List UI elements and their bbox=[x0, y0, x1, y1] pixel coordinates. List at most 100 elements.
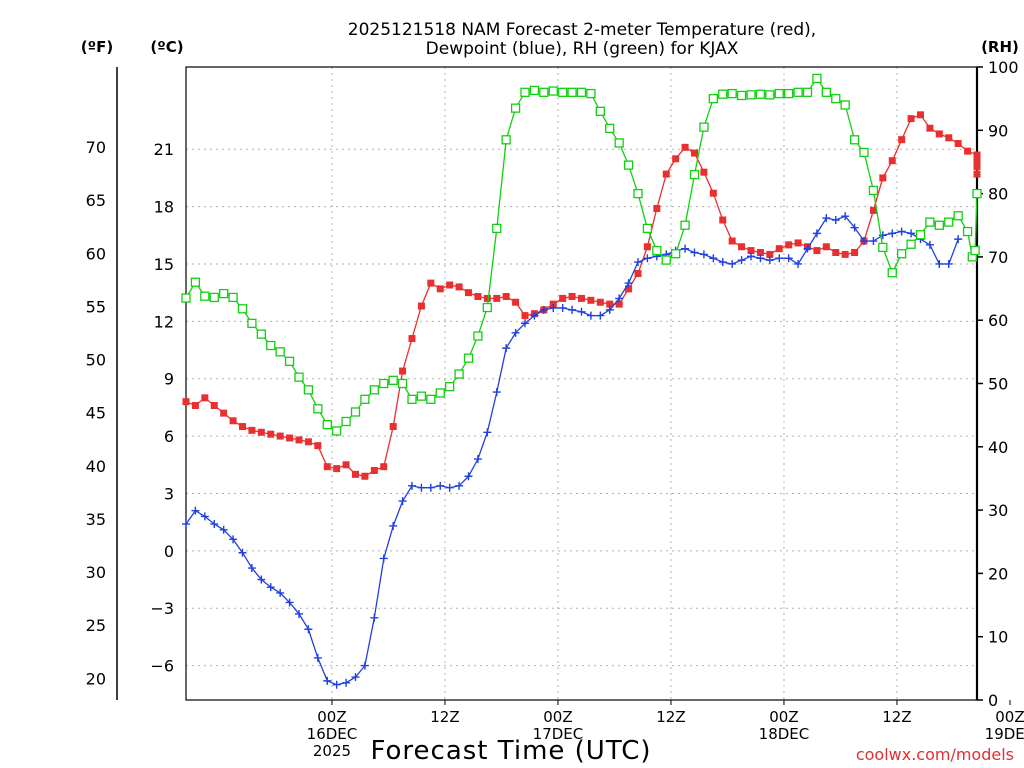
dewpoint-point bbox=[549, 303, 558, 312]
rh-point bbox=[322, 419, 332, 430]
rh-point bbox=[614, 138, 624, 148]
x-tick-label: 00Z bbox=[317, 708, 346, 726]
rh-point bbox=[284, 356, 295, 366]
rh-point bbox=[586, 88, 596, 99]
dewpoint-point bbox=[860, 237, 868, 246]
rh-point bbox=[642, 223, 653, 234]
dewpoint-point bbox=[398, 497, 407, 506]
rh-point bbox=[661, 255, 671, 265]
dewpoint-point bbox=[737, 256, 746, 265]
rh-point bbox=[821, 87, 831, 97]
temperature-point bbox=[352, 470, 359, 478]
rh-point bbox=[294, 372, 304, 382]
x-tick-label: 19DEC bbox=[985, 725, 1024, 743]
x-tick-label: 2025 bbox=[313, 742, 351, 760]
rh-tick-label: 70 bbox=[988, 248, 1008, 267]
credit-text: coolwx.com/models bbox=[856, 745, 1014, 764]
dewpoint-point bbox=[812, 229, 821, 238]
temperature-point bbox=[314, 442, 322, 450]
temperature-point bbox=[973, 170, 981, 178]
dewpoint-point bbox=[257, 575, 266, 584]
rh-point bbox=[915, 230, 926, 240]
temperature-point bbox=[333, 465, 341, 473]
dewpoint-point bbox=[765, 256, 774, 265]
rh-point bbox=[228, 292, 238, 303]
rh-point bbox=[501, 135, 511, 145]
dewpoint-point bbox=[954, 235, 963, 244]
temperature-point bbox=[794, 239, 802, 247]
temperature-point bbox=[267, 430, 275, 438]
dewpoint-point bbox=[850, 223, 859, 232]
dewpoint-point bbox=[342, 678, 351, 687]
rh-point bbox=[266, 340, 276, 351]
temperature-point bbox=[568, 292, 576, 300]
temperature-point bbox=[596, 298, 604, 306]
dewpoint-point bbox=[624, 279, 633, 288]
rh-point bbox=[736, 90, 747, 101]
temperature-point bbox=[399, 367, 407, 375]
temperature-point bbox=[323, 463, 331, 471]
rh-point bbox=[313, 404, 323, 414]
temperature-point bbox=[483, 294, 491, 302]
x-tick-label: 18DEC bbox=[759, 725, 810, 743]
rh-tick-label: 80 bbox=[988, 185, 1008, 204]
temperature-point bbox=[239, 423, 246, 431]
dewpoint-point bbox=[191, 506, 200, 515]
celsius-tick-label: 15 bbox=[154, 255, 174, 274]
x-tick-label: 17DEC bbox=[533, 725, 584, 743]
dewpoint-point bbox=[530, 311, 539, 320]
temperature-point bbox=[191, 401, 199, 409]
temperature-point bbox=[361, 472, 369, 480]
temperature-point bbox=[681, 143, 689, 151]
dewpoint-point bbox=[577, 307, 586, 316]
rh-point bbox=[774, 88, 784, 99]
plot-frame bbox=[185, 66, 978, 701]
temperature-point bbox=[973, 157, 981, 165]
temperature-point bbox=[380, 463, 388, 471]
temperature-point bbox=[417, 302, 425, 310]
dewpoint-point bbox=[897, 227, 906, 236]
temperature-point bbox=[276, 432, 284, 440]
dewpoint-point bbox=[295, 609, 303, 618]
rh-point bbox=[454, 369, 464, 379]
temperature-point bbox=[455, 283, 463, 291]
rh-point bbox=[680, 220, 690, 230]
temperature-point bbox=[973, 151, 981, 159]
temperature-point bbox=[286, 434, 294, 442]
rh-unit-label: (RH) bbox=[981, 38, 1019, 56]
rh-point bbox=[887, 268, 897, 278]
rh-point bbox=[878, 242, 888, 253]
temperature-point bbox=[606, 300, 614, 308]
dewpoint-point bbox=[558, 303, 567, 312]
fahrenheit-unit-label: (ºF) bbox=[81, 38, 113, 56]
temperature-point bbox=[738, 243, 746, 251]
dewpoint-point bbox=[426, 483, 435, 492]
rh-point bbox=[539, 87, 549, 97]
dewpoint-point bbox=[586, 311, 595, 320]
dewpoint-point bbox=[803, 244, 812, 253]
temperature-point bbox=[964, 147, 972, 155]
temperature-point bbox=[672, 155, 680, 163]
rh-point bbox=[765, 90, 775, 100]
dewpoint-point bbox=[831, 215, 840, 224]
rh-point bbox=[463, 353, 474, 363]
rh-point bbox=[746, 90, 756, 100]
x-tick-label: 12Z bbox=[430, 708, 459, 726]
celsius-unit-label: (ºC) bbox=[150, 38, 183, 56]
rh-point bbox=[859, 147, 869, 158]
temperature-point bbox=[700, 168, 708, 176]
rh-point bbox=[369, 385, 379, 395]
rh-point bbox=[953, 211, 963, 221]
temperature-point bbox=[512, 298, 520, 306]
rh-point bbox=[379, 378, 389, 389]
rh-point bbox=[275, 347, 285, 357]
rh-point bbox=[529, 85, 540, 96]
chart-title-line-2: Dewpoint (blue), RH (green) for KJAX bbox=[426, 39, 739, 59]
dewpoint-point bbox=[511, 328, 520, 337]
rh-point bbox=[934, 220, 944, 230]
rh-point bbox=[576, 87, 587, 97]
temperature-point bbox=[465, 289, 472, 297]
chart-title-line-1: 2025121518 NAM Forecast 2-meter Temperat… bbox=[348, 20, 816, 40]
rh-point bbox=[520, 87, 530, 97]
temperature-point bbox=[389, 423, 397, 431]
